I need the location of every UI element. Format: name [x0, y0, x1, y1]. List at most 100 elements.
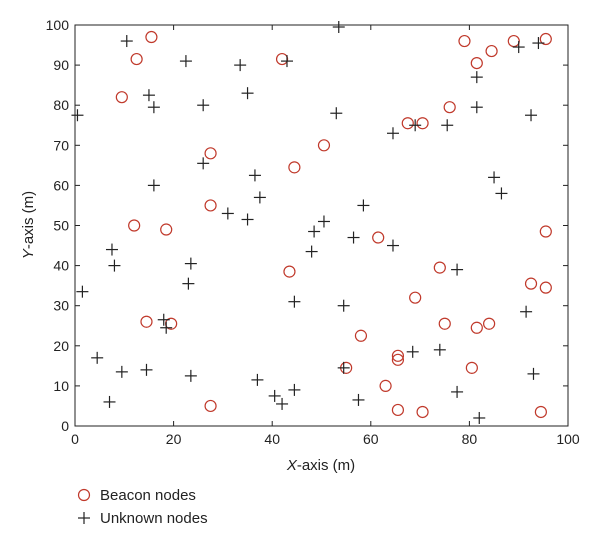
unknown-node-point — [495, 187, 508, 200]
unknown-node-point — [409, 119, 422, 132]
y-tick-label: 70 — [53, 137, 69, 153]
unknown-node-point — [347, 231, 360, 244]
y-tick-label: 60 — [53, 177, 69, 193]
beacon-node-point — [128, 219, 141, 232]
unknown-node-point — [108, 259, 121, 272]
unknown-node-point — [71, 109, 84, 122]
legend-beacon-label: Beacon nodes — [100, 487, 196, 504]
unknown-node-point — [352, 393, 365, 406]
unknown-node-point — [241, 213, 254, 226]
beacon-node-point — [524, 277, 538, 290]
beacon-node-point — [317, 139, 331, 152]
unknown-node-point — [288, 295, 301, 308]
unknown-node-point — [76, 285, 89, 298]
x-tick-label: 80 — [462, 431, 478, 447]
beacon-node-point — [275, 52, 289, 66]
unknown-node-point — [157, 313, 170, 326]
beacon-node-point — [470, 56, 483, 70]
unknown-node-point — [103, 395, 116, 408]
beacon-node-point — [458, 34, 471, 48]
beacon-node-point — [288, 161, 301, 174]
unknown-node-point — [184, 369, 197, 382]
unknown-node-point — [184, 257, 197, 270]
y-tick-label: 10 — [53, 378, 69, 394]
unknown-node-point — [241, 87, 254, 100]
beacon-node-point — [507, 34, 520, 48]
y-tick-label: 80 — [53, 97, 69, 113]
beacon-node-point — [470, 321, 483, 334]
beacon-node-point — [379, 379, 392, 392]
beacon-node-point — [204, 399, 217, 413]
unknown-node-point — [470, 71, 483, 84]
unknown-node-point — [386, 239, 399, 252]
y-tick-label: 0 — [61, 418, 69, 434]
unknown-node-point — [441, 119, 454, 132]
unknown-node-point — [147, 101, 160, 114]
beacon-node-point — [160, 223, 173, 236]
unknown-node-point — [276, 397, 289, 410]
unknown-node-point — [197, 157, 210, 170]
unknown-node-point — [337, 361, 350, 374]
unknown-node-point — [337, 299, 350, 312]
unknown-node-point — [147, 179, 160, 192]
x-tick-label: 40 — [264, 431, 280, 447]
beacon-node-point — [354, 329, 368, 342]
unknown-node-point — [179, 55, 192, 68]
y-axis-ticks: 0 10 20 30 40 50 60 70 80 90 100 — [46, 17, 568, 434]
beacon-node-point — [391, 349, 405, 362]
beacon-node-point — [409, 291, 422, 304]
beacon-node-point — [539, 32, 552, 46]
beacon-node-point — [534, 405, 547, 419]
unknown-node-point — [330, 107, 343, 120]
unknown-node-point — [332, 21, 345, 34]
y-axis-label: Y-axis (m) — [20, 191, 37, 259]
unknown-node-point — [512, 41, 525, 54]
unknown-node-point — [386, 127, 399, 140]
unknown-node-point — [197, 99, 210, 112]
legend: Beacon nodes Unknown nodes — [77, 487, 208, 527]
beacon-node-point — [465, 361, 478, 374]
beacon-node-point — [401, 117, 414, 130]
y-tick-label: 20 — [53, 338, 69, 354]
beacon-nodes-series — [115, 30, 552, 419]
plot-frame — [74, 24, 569, 427]
x-axis-label: X-axis (m) — [286, 457, 355, 474]
unknown-node-point — [451, 263, 464, 276]
unknown-node-point — [253, 191, 266, 204]
x-tick-label: 20 — [166, 431, 182, 447]
unknown-node-point — [248, 169, 261, 182]
unknown-node-point — [470, 101, 483, 114]
beacon-node-point — [372, 231, 385, 244]
x-axis-ticks: 0 20 40 60 80 100 — [71, 25, 580, 447]
beacon-node-point — [416, 405, 429, 419]
unknown-node-point — [120, 35, 133, 48]
unknown-node-point — [251, 373, 264, 386]
y-tick-label: 100 — [46, 17, 70, 33]
unknown-node-point — [532, 37, 545, 50]
unknown-node-point — [473, 411, 486, 424]
unknown-node-point — [142, 89, 155, 102]
unknown-node-point — [182, 277, 195, 290]
beacon-node-point — [115, 91, 128, 104]
unknown-node-point — [280, 55, 293, 68]
beacon-node-point — [433, 261, 446, 274]
legend-beacon-marker — [77, 488, 91, 502]
x-tick-label: 100 — [556, 431, 580, 447]
beacon-node-point — [391, 353, 405, 366]
y-tick-label: 50 — [53, 218, 69, 234]
beacon-node-point — [438, 317, 451, 330]
y-tick-label: 40 — [53, 258, 69, 274]
x-tick-label: 0 — [71, 431, 79, 447]
beacon-node-point — [539, 281, 552, 294]
beacon-node-point — [140, 315, 153, 328]
x-tick-label: 60 — [363, 431, 379, 447]
beacon-node-point — [204, 199, 217, 212]
unknown-node-point — [406, 345, 419, 358]
unknown-node-point — [357, 199, 370, 212]
unknown-node-point — [433, 343, 446, 356]
beacon-node-point — [485, 44, 498, 58]
beacon-node-point — [391, 403, 405, 417]
beacon-node-point — [130, 52, 143, 66]
unknown-node-point — [140, 363, 153, 376]
